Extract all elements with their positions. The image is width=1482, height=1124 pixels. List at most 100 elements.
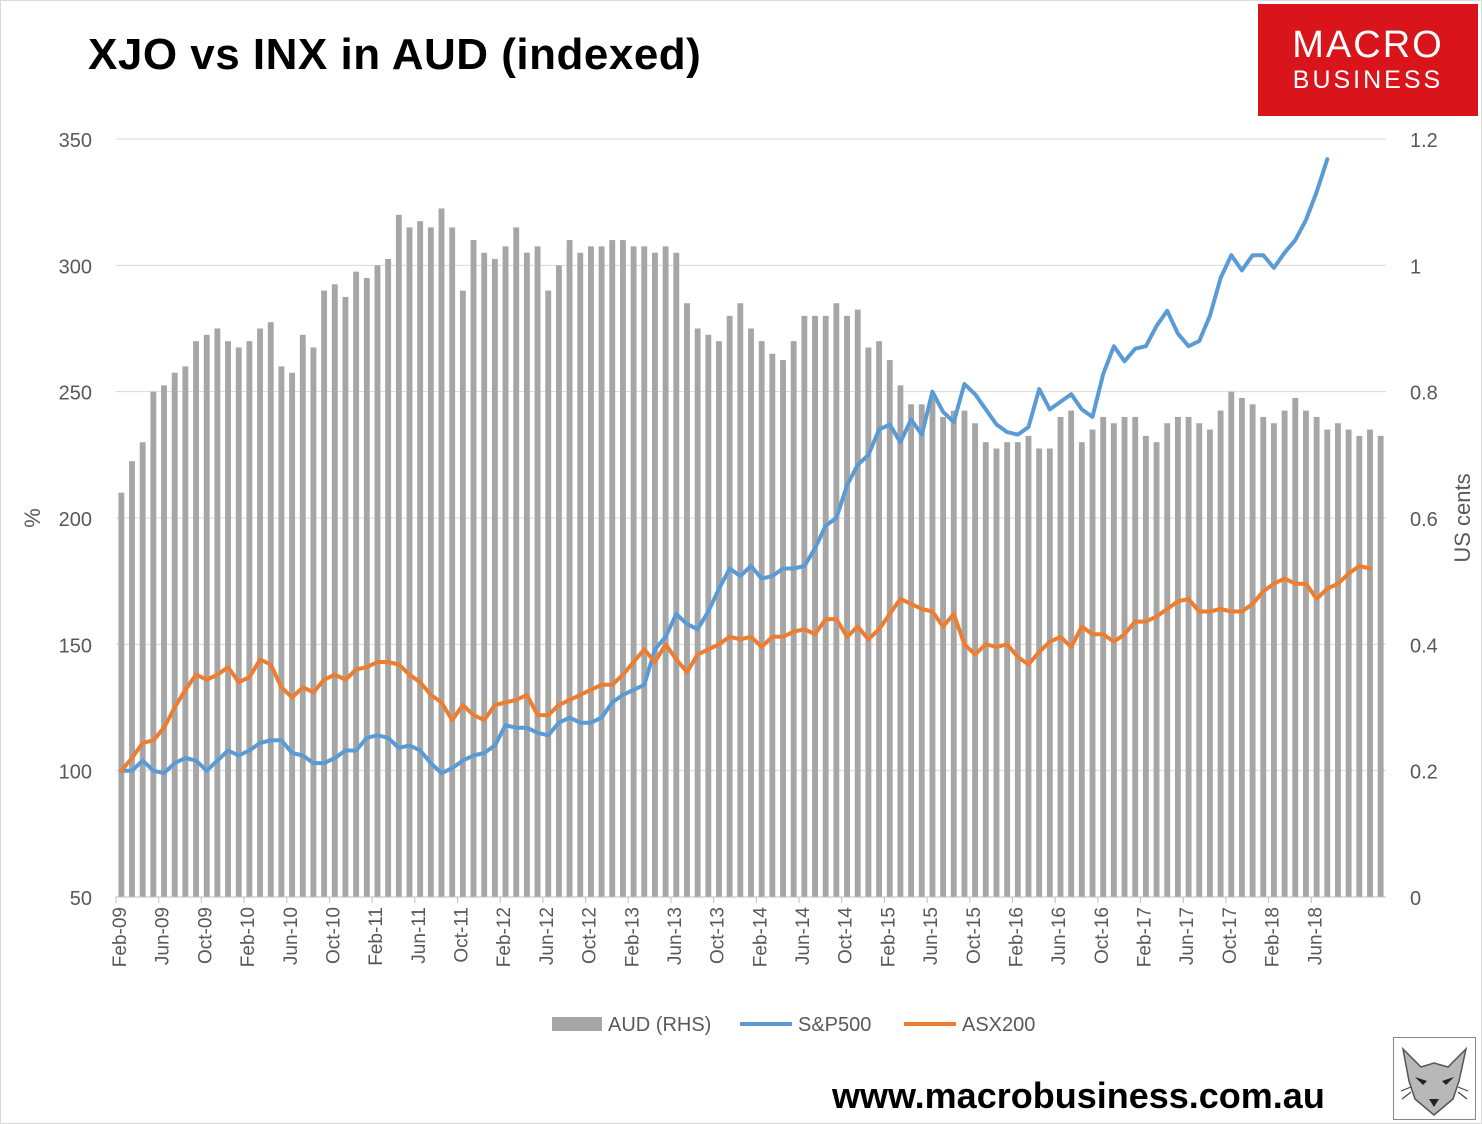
y2-tick-label: 0 xyxy=(1410,888,1421,910)
legend-label: S&P500 xyxy=(798,1014,871,1036)
aud-bar xyxy=(822,315,829,897)
x-tick-label: Jun-11 xyxy=(409,907,430,964)
y-tick-label: 350 xyxy=(59,130,92,152)
aud-bar xyxy=(619,240,626,898)
aud-bar xyxy=(417,221,424,897)
aud-bar xyxy=(865,347,872,897)
aud-bar xyxy=(1036,448,1043,897)
aud-bar xyxy=(235,347,242,897)
aud-bar xyxy=(299,334,306,898)
aud-bar xyxy=(1217,410,1224,897)
x-tick-label: Feb-16 xyxy=(1007,907,1028,967)
aud-bar xyxy=(609,240,616,898)
x-tick-label: Feb-09 xyxy=(110,907,131,967)
aud-bar xyxy=(1313,416,1320,897)
y-tick-label: 250 xyxy=(59,383,92,405)
aud-bar xyxy=(481,252,488,897)
y-axis-label: % xyxy=(20,508,45,528)
aud-bar xyxy=(523,252,530,897)
aud-bar xyxy=(982,442,989,897)
fox-icon xyxy=(1393,1037,1476,1120)
aud-bar xyxy=(1057,416,1064,897)
x-tick-label: Jun-14 xyxy=(793,907,814,966)
aud-bar xyxy=(203,334,210,898)
x-tick-label: Oct-10 xyxy=(323,907,344,964)
aud-bar xyxy=(950,410,957,897)
y2-tick-label: 1 xyxy=(1410,256,1421,278)
asx200-line xyxy=(119,564,1372,773)
aud-bar xyxy=(737,303,744,897)
aud-bar xyxy=(844,315,850,897)
x-tick-label: Jun-18 xyxy=(1305,907,1326,965)
legend-label: AUD (RHS) xyxy=(608,1014,711,1036)
aud-bar xyxy=(801,315,808,897)
aud-bar xyxy=(1345,429,1352,897)
aud-bar xyxy=(459,290,466,898)
aud-bar xyxy=(1249,404,1256,897)
aud-bar xyxy=(342,296,349,898)
aud-bar xyxy=(150,391,157,897)
aud-bar xyxy=(438,208,445,897)
aud-bar xyxy=(161,385,167,897)
aud-bar xyxy=(406,227,413,897)
aud-bar xyxy=(812,315,818,897)
x-tick-label: Feb-14 xyxy=(750,907,771,968)
aud-bar xyxy=(1185,416,1192,897)
aud-bar xyxy=(331,284,338,897)
aud-bar xyxy=(225,341,231,898)
aud-bar xyxy=(1100,416,1107,897)
aud-bar xyxy=(257,328,264,897)
x-tick-label: Jun-16 xyxy=(1049,907,1070,965)
aud-bar xyxy=(555,265,562,897)
aud-bar xyxy=(1174,416,1181,897)
x-tick-label: Oct-09 xyxy=(195,907,216,964)
y2-axis-label: US cents xyxy=(1450,473,1475,562)
aud-bar xyxy=(470,240,477,898)
aud-bar xyxy=(1014,442,1021,897)
chart-title: XJO vs INX in AUD (indexed) xyxy=(88,30,702,79)
aud-bar xyxy=(1228,391,1235,897)
aud-bar xyxy=(705,334,712,898)
aud-bar xyxy=(1324,429,1331,897)
aud-bar xyxy=(129,461,135,897)
x-tick-label: Feb-10 xyxy=(238,907,259,967)
aud-bar xyxy=(652,252,658,897)
aud-bar xyxy=(321,290,328,898)
x-tick-label: Jun-13 xyxy=(665,907,686,965)
aud-bar xyxy=(171,372,178,897)
aud-bar xyxy=(854,309,861,897)
aud-bar xyxy=(491,259,498,897)
aud-bar xyxy=(1281,410,1288,897)
x-tick-label: Jun-17 xyxy=(1177,907,1198,965)
aud-bar xyxy=(513,227,520,897)
x-tick-label: Feb-12 xyxy=(494,907,515,967)
aud-bar xyxy=(118,492,125,897)
aud-bar xyxy=(395,214,402,898)
aud-bar xyxy=(961,410,968,897)
x-tick-label: Oct-14 xyxy=(836,907,857,964)
aud-bar xyxy=(641,246,648,898)
aud-bar xyxy=(246,341,253,898)
aud-bar xyxy=(748,328,754,897)
x-tick-label: Jun-15 xyxy=(921,907,942,965)
aud-bar xyxy=(310,347,317,897)
aud-bar xyxy=(940,416,947,897)
y-tick-label: 100 xyxy=(59,762,92,784)
aud-bar xyxy=(577,252,584,897)
aud-bar xyxy=(182,366,189,897)
aud-bars xyxy=(118,208,1384,898)
aud-bar xyxy=(684,303,690,897)
y2-tick-label: 0.8 xyxy=(1410,383,1438,405)
logo-line-2: BUSINESS xyxy=(1292,66,1444,94)
aud-bar xyxy=(1110,423,1117,897)
x-tick-label: Oct-12 xyxy=(580,907,601,964)
aud-bar xyxy=(1335,423,1341,897)
aud-bar xyxy=(1260,416,1267,897)
aud-bar xyxy=(673,252,680,897)
y-axis-right-ticks: 0 0.2 0.4 0.6 0.8 1 1.2 xyxy=(1410,130,1438,910)
x-tick-label: Oct-15 xyxy=(964,907,985,964)
x-tick-label: Jun-10 xyxy=(281,907,302,965)
aud-bar xyxy=(353,271,360,897)
aud-bar xyxy=(972,423,979,897)
x-tick-label: Jun-12 xyxy=(537,907,558,965)
